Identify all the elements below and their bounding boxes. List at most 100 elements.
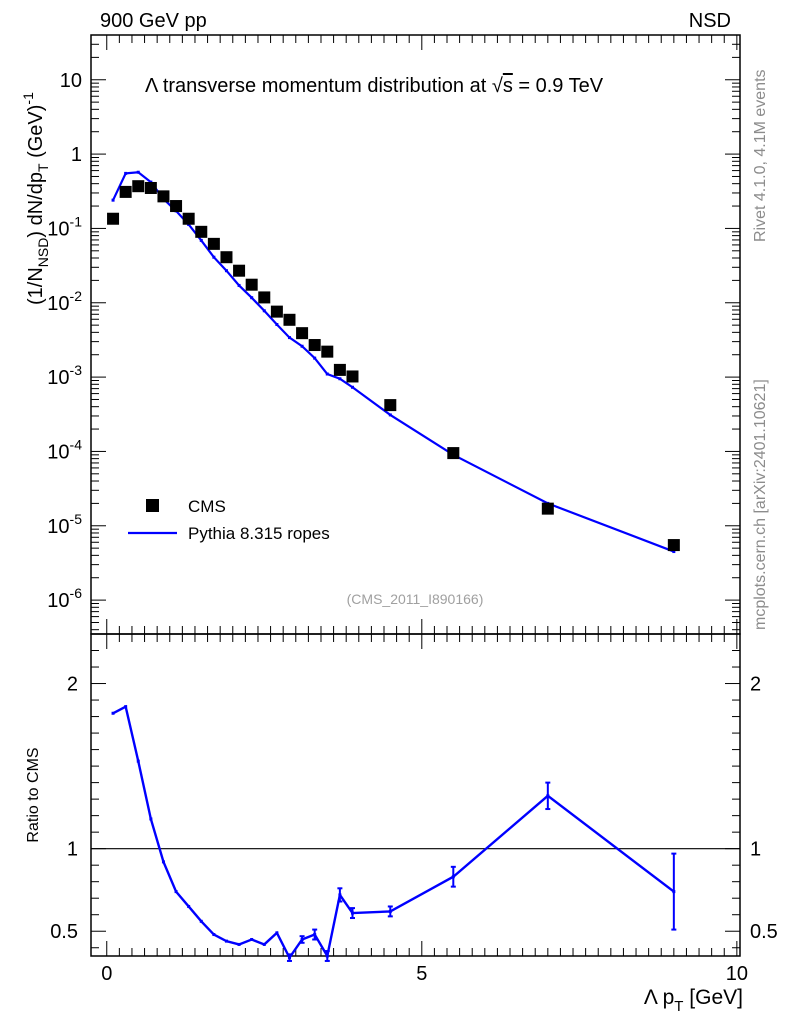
ratio-point [672, 890, 676, 894]
rivet-label: Rivet 4.1.0, 4.1M events [752, 69, 769, 242]
ratio-y-tick-label: 1 [67, 839, 78, 861]
cms-point [447, 447, 460, 460]
ratio-point [212, 933, 216, 937]
cms-point [283, 313, 296, 326]
ratio-y-tick-label: 2 [67, 674, 78, 696]
ratio-point [325, 954, 329, 958]
cms-point [384, 399, 397, 412]
ratio-point [546, 794, 550, 798]
mc-point [224, 269, 228, 273]
mc-point [313, 356, 317, 360]
cms-point [107, 212, 120, 225]
ratio-frame [90, 633, 741, 957]
cms-point [245, 278, 258, 291]
x-tick-label: 0 [101, 963, 112, 985]
mc-point [350, 385, 354, 389]
ratio-y-tick-label-right: 1 [750, 839, 761, 861]
main-y-tick-label: 10-4 [47, 436, 82, 463]
ratio-point [199, 919, 203, 923]
main-y-axis-title: (1/NNSD) dN/dpT (GeV)-1 [20, 92, 51, 305]
ratio-y-tick-label-right: 0.5 [750, 921, 778, 943]
ratio-point [262, 942, 266, 946]
cms-point [258, 291, 271, 304]
x-tick-label: 10 [726, 963, 748, 985]
ratio-point [124, 705, 128, 709]
main-y-tick-label: 10-1 [47, 213, 82, 240]
cms-series-layer [107, 180, 680, 552]
mc-point [237, 283, 241, 287]
mc-point [388, 413, 392, 417]
legend-cms-marker [146, 499, 159, 512]
ratio-point [161, 860, 165, 864]
ratio-point [388, 909, 392, 913]
ratio-axis-ticks: 2 2 1 1 0.5 0.5 0 5 10 [50, 634, 778, 985]
mc-point [199, 238, 203, 242]
ratio-point [111, 711, 115, 715]
cms-point [270, 305, 283, 318]
main-y-tick-label: 1 [71, 144, 82, 166]
mc-point [275, 323, 279, 327]
cms-point [220, 251, 233, 264]
ratio-point [250, 937, 254, 941]
mc-point [325, 372, 329, 376]
ratio-point [300, 937, 304, 941]
ratio-point [313, 933, 317, 937]
mc-point [672, 550, 676, 554]
ratio-series-layer [111, 704, 677, 962]
ratio-y-tick-label: 0.5 [50, 921, 78, 943]
cms-point [321, 345, 334, 358]
x-axis-title: Λ pT [GeV] [644, 986, 743, 1015]
main-y-tick-label: 10-3 [47, 362, 82, 389]
mc-point [287, 336, 291, 340]
ratio-point [136, 759, 140, 763]
mc-point [250, 296, 254, 300]
cms-point [346, 370, 359, 383]
main-y-tick-label: 10-6 [47, 585, 82, 612]
legend-cms-label: CMS [188, 497, 226, 516]
legend-mc-label: Pythia 8.315 ropes [188, 524, 330, 543]
cms-point [541, 502, 554, 515]
ratio-y-tick-label-right: 2 [750, 674, 761, 696]
mc-point [262, 309, 266, 313]
mc-point [111, 198, 115, 202]
mc-point [338, 377, 342, 381]
title-sqrt-glyph: √ [492, 75, 503, 97]
x-tick-label: 5 [416, 963, 427, 985]
analysis-watermark: (CMS_2011_I890166) [347, 591, 484, 607]
cms-point [132, 180, 145, 193]
main-axis-ticks: 10 1 10-1 10-2 10-3 10-4 10-5 10-6 [47, 34, 740, 634]
header-right: NSD [689, 10, 731, 32]
ratio-point [187, 904, 191, 908]
ratio-line [112, 704, 675, 960]
header-left: 900 GeV pp [100, 10, 207, 32]
cms-point [308, 339, 321, 352]
ratio-point [338, 893, 342, 897]
ratio-point [287, 956, 291, 960]
ratio-point [237, 942, 241, 946]
ratio-point [275, 931, 279, 935]
mcplots-label: mcplots.cern.ch [arXiv:2401.10621] [752, 379, 769, 630]
cms-point [207, 237, 220, 250]
cms-point [119, 185, 132, 198]
mc-point [212, 255, 216, 259]
main-title: Λ transverse momentum distribution at √s… [145, 75, 604, 97]
title-prefix: Λ transverse momentum distribution at [145, 75, 492, 97]
cms-point [233, 264, 246, 277]
mc-point [124, 171, 128, 175]
cms-point [333, 363, 346, 376]
legend: CMS Pythia 8.315 ropes [128, 497, 330, 543]
main-y-tick-label: 10-5 [47, 511, 82, 538]
main-y-tick-label: 10-2 [47, 288, 82, 315]
ratio-point [451, 875, 455, 879]
cms-point [182, 212, 195, 225]
mc-point [136, 170, 140, 174]
cms-point [144, 181, 157, 194]
mc-point [300, 344, 304, 348]
main-y-tick-label: 10 [60, 70, 82, 92]
ratio-y-axis-title: Ratio to CMS [25, 747, 42, 842]
cms-point [296, 327, 309, 340]
cms-point [157, 190, 170, 203]
title-suffix: = 0.9 TeV [513, 75, 604, 97]
cms-point [170, 200, 183, 213]
